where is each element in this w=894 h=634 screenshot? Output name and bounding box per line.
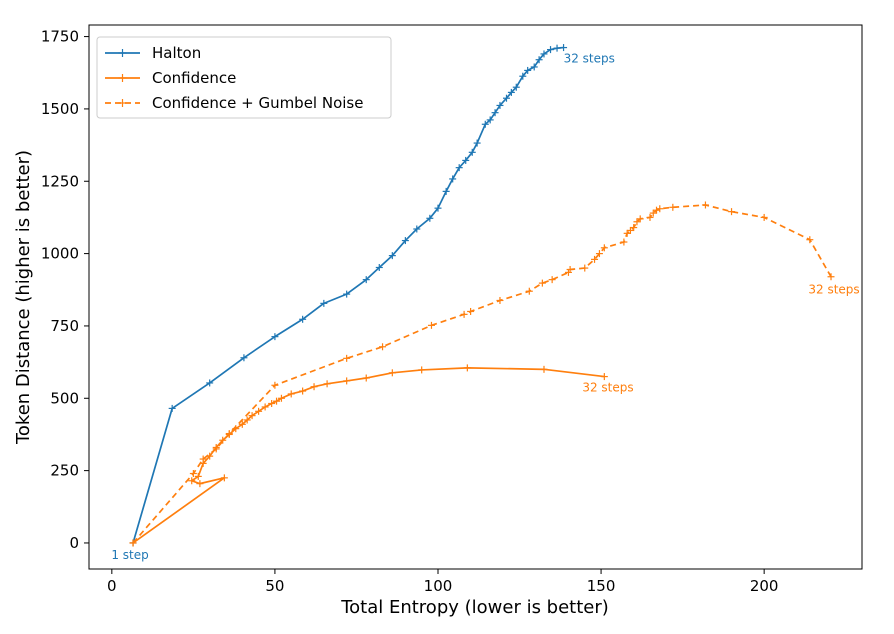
y-tick-label: 250 <box>50 462 79 480</box>
series-line-confidence <box>132 367 605 544</box>
x-tick-label: 200 <box>750 577 779 595</box>
plot-frame <box>88 24 863 570</box>
y-axis: 0 250 500 750 1000 1250 1500 1750 <box>41 28 89 552</box>
series-line-confidence-gumbel-noise <box>132 204 832 544</box>
x-tick-label: 150 <box>587 577 616 595</box>
y-tick-label: 500 <box>50 389 79 407</box>
x-tick-label: 0 <box>107 577 117 595</box>
y-tick-label: 1500 <box>41 100 79 118</box>
start-step-label: 1 step <box>111 548 148 562</box>
x-axis-title: Total Entropy (lower is better) <box>340 597 609 618</box>
end-step-label: 32 steps <box>582 381 633 395</box>
legend-label: Confidence + Gumbel Noise <box>152 94 363 112</box>
x-tick-label: 100 <box>424 577 453 595</box>
legend: Halton Confidence Confidence + Gumbel Nois… <box>96 36 392 119</box>
y-tick-label: 1000 <box>41 245 79 263</box>
y-tick-label: 750 <box>50 317 79 335</box>
legend-label: Confidence <box>152 69 236 87</box>
series-line-halton <box>132 46 564 544</box>
x-axis: 0 50 100 150 200 <box>107 569 778 595</box>
series-layer <box>129 44 835 547</box>
legend-label: Halton <box>152 44 201 62</box>
y-tick-label: 0 <box>69 534 79 552</box>
annotations: 1 step 32 steps 32 steps 32 steps <box>111 52 859 562</box>
end-step-label: 32 steps <box>808 283 859 297</box>
y-axis-title: Token Distance (higher is better) <box>13 150 34 445</box>
y-tick-label: 1250 <box>41 172 79 190</box>
x-tick-label: 50 <box>265 577 284 595</box>
y-tick-label: 1750 <box>41 28 79 46</box>
legend-box <box>96 36 392 119</box>
end-step-label: 32 steps <box>564 52 615 66</box>
